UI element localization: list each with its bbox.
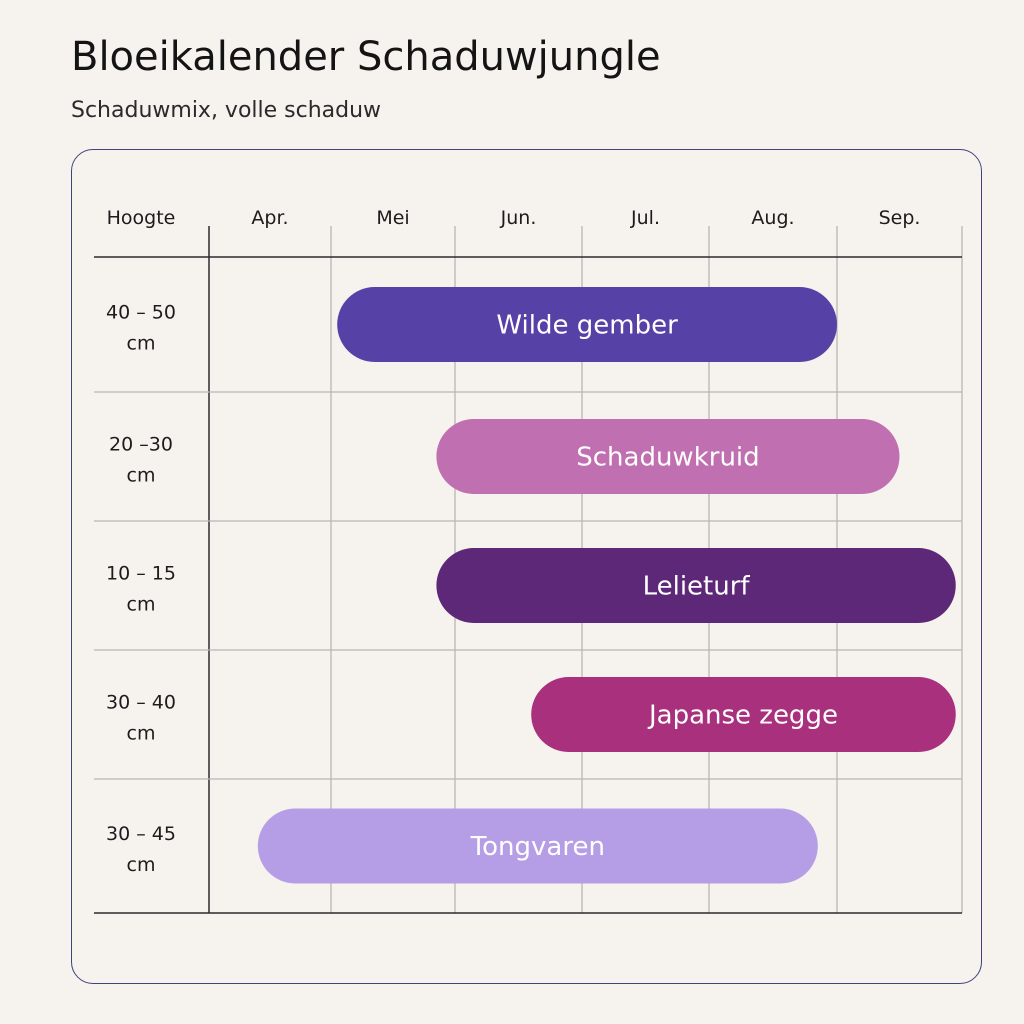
height-label-line: cm: [127, 465, 156, 487]
month-label: Apr.: [251, 207, 288, 229]
bloom-bar: [531, 677, 956, 752]
row-header-label: Hoogte: [107, 207, 176, 229]
chart-subtitle: Schaduwmix, volle schaduw: [71, 98, 382, 123]
height-label-line: 10 – 15: [106, 563, 176, 585]
height-label-line: 40 – 50: [106, 302, 176, 324]
height-label-line: cm: [127, 723, 156, 745]
height-label: 30 – 40 cm: [106, 692, 176, 745]
column-headers: Hoogte Apr. Mei Jun. Jul. Aug. Sep.: [107, 207, 921, 229]
height-label: 20 –30 cm: [109, 434, 173, 487]
month-label: Aug.: [751, 207, 794, 229]
bloom-bar: [337, 287, 837, 362]
height-label-line: cm: [127, 333, 156, 355]
bloom-bars: Wilde gember Schaduwkruid Lelieturf Japanse…: [257, 287, 956, 884]
bloom-bar: [257, 808, 818, 884]
month-label: Sep.: [879, 207, 921, 229]
height-label-line: 20 –30: [109, 434, 173, 456]
bloom-bar-label: Lelieturf: [643, 572, 751, 602]
height-label: 40 – 50 cm: [106, 302, 176, 355]
month-label: Mei: [376, 207, 409, 229]
month-label: Jul.: [630, 207, 660, 229]
bloom-bar-label: Tongvaren: [470, 832, 605, 862]
bloom-bar: [436, 419, 900, 494]
bloom-bar-label: Japanse zegge: [647, 701, 838, 731]
height-label-line: 30 – 40: [106, 692, 176, 714]
bloom-bar-label: Schaduwkruid: [576, 443, 759, 473]
chart-title: Bloeikalender Schaduwjungle: [71, 34, 661, 80]
height-label-line: 30 – 45: [106, 823, 176, 845]
bloom-bar: [436, 548, 956, 623]
grid-lines: [94, 226, 963, 914]
height-label-line: cm: [127, 854, 156, 876]
height-label: 10 – 15 cm: [106, 563, 176, 616]
bloom-bar-label: Wilde gember: [496, 311, 678, 341]
chart-card: [71, 149, 982, 984]
height-label-line: cm: [127, 594, 156, 616]
height-label: 30 – 45 cm: [106, 823, 176, 876]
month-label: Jun.: [500, 207, 537, 229]
